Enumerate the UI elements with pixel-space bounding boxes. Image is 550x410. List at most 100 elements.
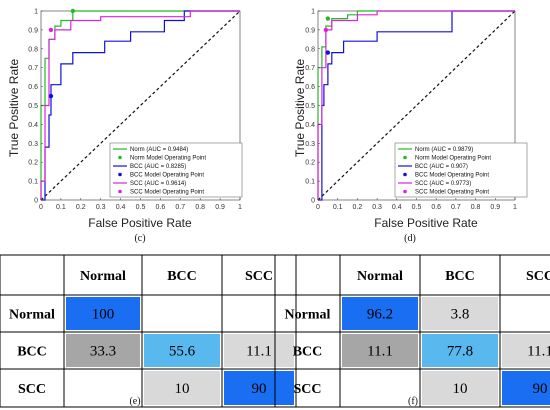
matrix-cell-value: 11.1 bbox=[367, 344, 393, 360]
x-tick-label: 0.2 bbox=[76, 204, 86, 211]
roc-chart-c: 0 0.1 0.2 0.3 0.4 0.5 0.6 0.7 0.8 0.9 1 0 0.1 0.2 0.3 0… bbox=[7, 8, 243, 244]
roc-d-ticks: 0 0.1 0.2 0.3 0.4 0.5 0.6 0.7 0.8 0.9 1 0 0.1 0.2 0.3 0… bbox=[305, 9, 517, 212]
confusion-matrix-f: Normal BCC SCC Normal 96.2 3.8 BCC 11.1 77.8 11.1… bbox=[274, 254, 550, 408]
y-tick-label: 0.7 bbox=[305, 65, 315, 72]
legend-entry: Norm (AUC = 0.9879) bbox=[415, 147, 473, 153]
matrix-column-header: Normal bbox=[80, 269, 126, 284]
y-tick-label: 0.3 bbox=[305, 141, 315, 148]
legend-marker-dot bbox=[403, 189, 407, 194]
x-tick-label: 0 bbox=[39, 204, 43, 211]
legend-marker-dot bbox=[403, 172, 407, 177]
operating-point-marker bbox=[48, 27, 54, 33]
legend-entry: Norm Model Operating Point bbox=[415, 156, 491, 162]
y-tick-label: 0.4 bbox=[305, 122, 315, 129]
legend-marker-dot bbox=[403, 155, 407, 160]
x-tick-label: 0.8 bbox=[471, 204, 481, 211]
matrix-cell-value: 3.8 bbox=[451, 307, 470, 323]
legend-entry: BCC (AUC = 0.8285) bbox=[130, 164, 186, 170]
roc-curve-line bbox=[40, 10, 240, 200]
panel-caption-f: (f) bbox=[408, 396, 418, 407]
legend-marker-dot bbox=[118, 155, 122, 160]
matrix-row-header: SCC bbox=[18, 382, 46, 397]
operating-point-marker bbox=[325, 16, 331, 21]
chance-diagonal-line bbox=[40, 10, 241, 201]
matrix-row-header: BCC bbox=[293, 345, 323, 360]
roc-c-series bbox=[40, 8, 241, 201]
y-tick-label: 0.2 bbox=[28, 160, 38, 167]
operating-point-marker bbox=[325, 50, 331, 55]
roc-c-legend: Norm (AUC = 0.9484) Norm Model Operating … bbox=[109, 142, 243, 198]
matrix-cell-fill bbox=[342, 297, 418, 330]
roc-curve-line bbox=[41, 10, 240, 201]
y-tick-label: 0.5 bbox=[305, 103, 315, 110]
legend-entry: BCC Model Operating Point bbox=[415, 173, 489, 179]
x-tick-label: 0.4 bbox=[116, 204, 126, 211]
x-tick-label: 0.6 bbox=[156, 204, 166, 211]
y-tick-label: 0.6 bbox=[28, 84, 38, 91]
roc-d-ylabel: True Positive Rate bbox=[293, 59, 307, 158]
matrix-column-header: BCC bbox=[445, 269, 475, 284]
matrix-cell-fill bbox=[144, 371, 220, 405]
y-tick-label: 0.9 bbox=[28, 27, 38, 34]
x-tick-label: 1 bbox=[238, 204, 242, 211]
x-tick-label: 0.4 bbox=[392, 204, 402, 211]
x-tick-label: 0.9 bbox=[490, 204, 500, 211]
x-tick-label: 0.3 bbox=[372, 204, 382, 211]
confusion-matrix-e: Normal BCC SCC Normal 100 BCC 33.3 55.6 11.1 SCC 1… bbox=[0, 254, 297, 408]
roc-curve-line bbox=[318, 10, 515, 201]
chance-diagonal-line bbox=[317, 10, 516, 201]
matrix-cell-value: 100 bbox=[92, 307, 115, 323]
legend-marker-dot bbox=[118, 172, 122, 177]
y-tick-label: 0.8 bbox=[305, 46, 315, 53]
roc-curve-line bbox=[40, 10, 240, 200]
matrix-row-header: Normal bbox=[9, 308, 55, 323]
matrix-row-header: Normal bbox=[285, 308, 331, 323]
y-tick-label: 1 bbox=[34, 9, 38, 16]
roc-chart-d: 0 0.1 0.2 0.3 0.4 0.5 0.6 0.7 0.8 0.9 1 0 0.1 0.2 0.3 0… bbox=[293, 9, 528, 244]
matrix-cell-value: 90 bbox=[533, 381, 548, 397]
legend-marker-dot bbox=[118, 189, 122, 194]
matrix-cell-value: 55.6 bbox=[169, 344, 196, 360]
roc-c-xlabel: False Positive Rate bbox=[88, 216, 192, 230]
legend-box bbox=[109, 142, 243, 198]
x-tick-label: 0.9 bbox=[215, 204, 225, 211]
x-tick-label: 0.1 bbox=[333, 204, 343, 211]
y-tick-label: 0.6 bbox=[305, 84, 315, 91]
x-tick-label: 1 bbox=[513, 204, 517, 211]
y-tick-label: 0.9 bbox=[305, 27, 315, 34]
operating-point-marker bbox=[70, 8, 76, 14]
y-tick-label: 0.4 bbox=[28, 122, 38, 129]
matrix-cell-value: 96.2 bbox=[367, 307, 393, 323]
operating-point-marker bbox=[323, 27, 329, 33]
matrix-cell-fill bbox=[422, 297, 498, 330]
legend-entry: Norm (AUC = 0.9484) bbox=[130, 147, 188, 153]
x-tick-label: 0.6 bbox=[431, 204, 441, 211]
legend-entry: BCC (AUC = 0.907) bbox=[415, 164, 468, 170]
matrix-cell-fill bbox=[224, 334, 294, 367]
legend-box bbox=[394, 142, 528, 198]
matrix-cell-value: 10 bbox=[453, 381, 468, 397]
matrix-cell-fill bbox=[66, 297, 140, 330]
matrix-cell-fill bbox=[342, 334, 418, 367]
y-tick-label: 0.5 bbox=[28, 103, 38, 110]
y-tick-label: 0.8 bbox=[28, 46, 38, 53]
y-tick-label: 0.2 bbox=[305, 160, 315, 167]
x-tick-label: 0.1 bbox=[56, 204, 66, 211]
matrix-column-header: Normal bbox=[357, 269, 403, 284]
matrix-column-header: BCC bbox=[167, 269, 197, 284]
x-tick-label: 0.7 bbox=[451, 204, 461, 211]
roc-curve-line bbox=[317, 10, 515, 200]
roc-c-ticks: 0 0.1 0.2 0.3 0.4 0.5 0.6 0.7 0.8 0.9 1 0 0.1 0.2 0.3 0… bbox=[28, 9, 242, 212]
matrix-cell-value: 11.1 bbox=[246, 344, 272, 360]
matrix-cell-value: 33.3 bbox=[90, 344, 116, 360]
matrix-cell-fill bbox=[422, 334, 498, 367]
matrix-cell-fill bbox=[66, 334, 140, 367]
x-tick-label: 0.5 bbox=[412, 204, 422, 211]
matrix-cell-value: 90 bbox=[252, 381, 267, 397]
matrix-cell-fill bbox=[144, 334, 220, 367]
x-tick-label: 0.5 bbox=[136, 204, 146, 211]
y-tick-label: 0.3 bbox=[28, 141, 38, 148]
operating-point-marker bbox=[48, 93, 54, 99]
matrix-cell-fill bbox=[422, 371, 498, 405]
matrix-cell-value: 10 bbox=[175, 381, 190, 397]
